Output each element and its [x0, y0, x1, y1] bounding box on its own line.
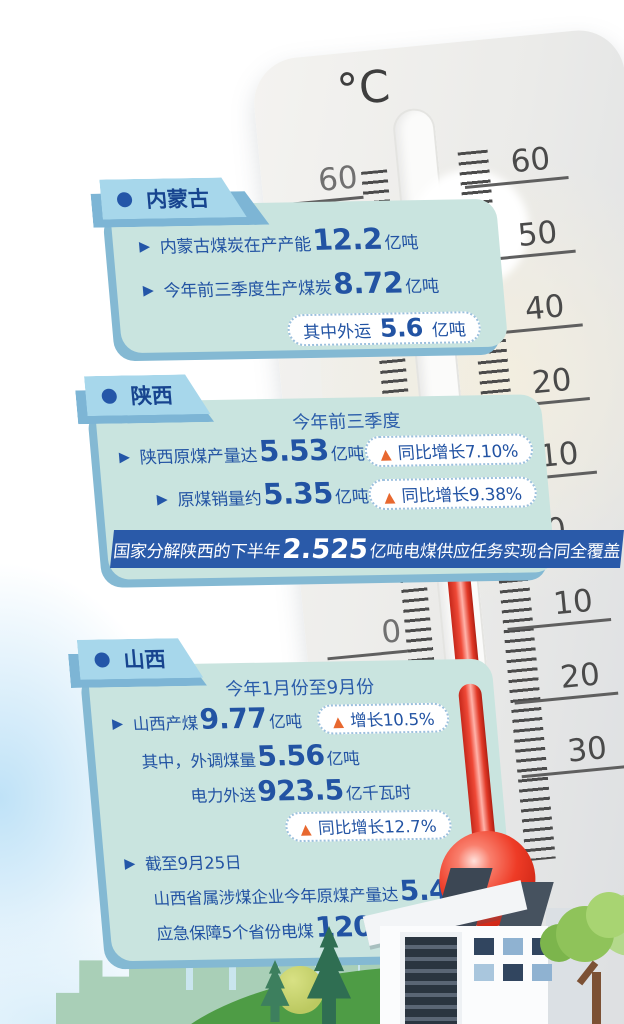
row-marker-icon: ▶: [118, 449, 131, 466]
factory-front-face: [380, 926, 552, 1024]
pill-text: 其中外运: [302, 321, 373, 344]
growth-badge: ▲ 同比增长9.38%: [367, 476, 539, 511]
bar-text-pre: 国家分解陕西的下半年: [112, 541, 282, 562]
scale-label-right: 10: [493, 435, 601, 484]
province-title: 内蒙古: [145, 186, 211, 212]
scale-label-right: 20: [486, 362, 594, 410]
row-marker-icon: ▶: [156, 491, 169, 508]
row-text: 其中，外调煤量: [140, 750, 257, 772]
period-label: 今年前三季度: [291, 410, 402, 434]
data-row: 电力外送 923.5 亿千瓦时: [189, 773, 493, 808]
scale-label-right: 60: [464, 141, 572, 189]
tree-foliage: [586, 892, 624, 938]
bar-number: 2.525: [280, 533, 370, 565]
row-text: 今年前三季度生产煤炭: [162, 278, 333, 302]
row-marker-icon: ▶: [142, 282, 155, 299]
row-number: 8.72: [331, 265, 405, 301]
scale-label-left: 0: [327, 613, 408, 661]
up-triangle-icon: ▲: [332, 714, 345, 731]
row-text: 截至9月25日: [144, 853, 243, 874]
row-unit: 亿吨: [325, 749, 361, 769]
row-unit: 亿吨: [404, 276, 440, 298]
growth-badge: ▲ 同比增长7.10%: [363, 433, 535, 468]
factory-garage-door: [400, 932, 462, 1024]
data-row: ▶ 今年前三季度生产煤炭 8.72 亿吨: [142, 265, 488, 302]
row-text: 应急保障5个省份电煤: [155, 921, 315, 944]
tab-neimenggu: 内蒙古: [99, 177, 246, 219]
tree-icon: [540, 892, 624, 1024]
row-marker-icon: ▶: [111, 716, 124, 733]
bullet-dot-icon: [116, 192, 132, 207]
window: [503, 964, 523, 981]
province-title: 山西: [122, 647, 167, 673]
scale-label-right: 20: [514, 656, 622, 705]
factory-building: [362, 868, 592, 1024]
row-number: 5.53: [257, 432, 331, 469]
tree-trunk: [592, 972, 601, 1024]
badge-text: 同比增长12.7%: [317, 816, 438, 838]
window: [474, 964, 494, 981]
row-marker-icon: ▶: [123, 855, 136, 873]
celsius-unit-label: °C: [334, 60, 393, 117]
up-triangle-icon: ▲: [379, 446, 392, 464]
row-number: 5.35: [261, 475, 335, 512]
scale-label-right: 40: [479, 288, 587, 337]
row-text: 内蒙古煤炭在产产能: [159, 234, 312, 258]
row-number: 9.77: [198, 701, 269, 736]
growth-badge: ▲ 同比增长12.7%: [283, 809, 453, 843]
row-number: 12.2: [311, 221, 384, 257]
scale-label-right: 10: [507, 583, 615, 631]
row-unit: 亿吨: [334, 487, 370, 508]
window: [474, 938, 494, 955]
badge-text: 同比增长9.38%: [400, 484, 523, 507]
row-text: 山西产煤: [132, 713, 199, 734]
scale-label-left: 60: [283, 159, 364, 207]
bar-text-post: 亿吨电煤供应任务实现合同全覆盖: [368, 541, 622, 562]
pill-row: 其中外运 5.6 亿吨: [145, 311, 492, 349]
scale-label-right: 50: [471, 214, 579, 263]
growth-badge: ▲ 增长10.5%: [316, 702, 451, 735]
up-triangle-icon: ▲: [299, 821, 313, 839]
data-row: ▶ 内蒙古煤炭在产产能 12.2 亿吨: [138, 221, 484, 258]
data-row: ▶ 山西产煤 9.77 亿吨 ▲ 增长10.5%: [111, 701, 488, 738]
up-triangle-icon: ▲: [383, 489, 396, 506]
row-number: 5.56: [255, 738, 326, 773]
badge-text: 增长10.5%: [349, 709, 436, 731]
tab-shaanxi: 陕西: [84, 374, 210, 416]
supply-task-bar: 国家分解陕西的下半年 2.525 亿吨电煤供应任务实现合同全覆盖: [110, 530, 624, 568]
factory-windows: [474, 938, 552, 981]
row-text: 电力外送: [189, 785, 257, 806]
scale-label-right: 30: [521, 730, 624, 779]
pill-row: ▲ 同比增长12.7%: [120, 809, 497, 845]
row-unit: 亿千瓦时: [345, 783, 412, 804]
data-row: ▶ 原煤销量约 5.35 亿吨 ▲ 同比增长9.38%: [155, 475, 539, 514]
pill-number: 5.6: [378, 313, 424, 343]
data-row: 其中，外调煤量 5.56 亿吨: [140, 739, 490, 773]
row-number: 923.5: [256, 773, 346, 808]
window: [532, 964, 552, 981]
row-unit: 亿吨: [383, 233, 420, 254]
row-unit: 亿吨: [268, 712, 303, 732]
row-text: 陕西原煤产量达: [138, 446, 259, 469]
outbound-pill: 其中外运 5.6 亿吨: [286, 311, 483, 347]
row-marker-icon: ▶: [138, 238, 151, 255]
bullet-dot-icon: [94, 652, 110, 667]
province-title: 陕西: [129, 383, 174, 409]
panel-neimenggu: 内蒙古 ▶ 内蒙古煤炭在产产能 12.2 亿吨 ▶ 今年前三季度生产煤炭 8.7…: [110, 199, 509, 354]
row-unit: 亿吨: [330, 444, 366, 465]
badge-text: 同比增长7.10%: [397, 441, 520, 464]
data-row: ▶ 陕西原煤产量达 5.53 亿吨 ▲ 同比增长7.10%: [118, 432, 535, 471]
pill-unit: 亿吨: [431, 320, 467, 341]
data-row: ▶ 截至9月25日: [123, 845, 499, 875]
row-text: 山西省属涉煤企业今年原煤产量达: [152, 885, 399, 909]
window: [503, 938, 523, 955]
bullet-dot-icon: [101, 388, 117, 403]
period-label: 今年1月份至9月份: [224, 676, 376, 701]
row-text: 原煤销量约: [176, 489, 263, 511]
